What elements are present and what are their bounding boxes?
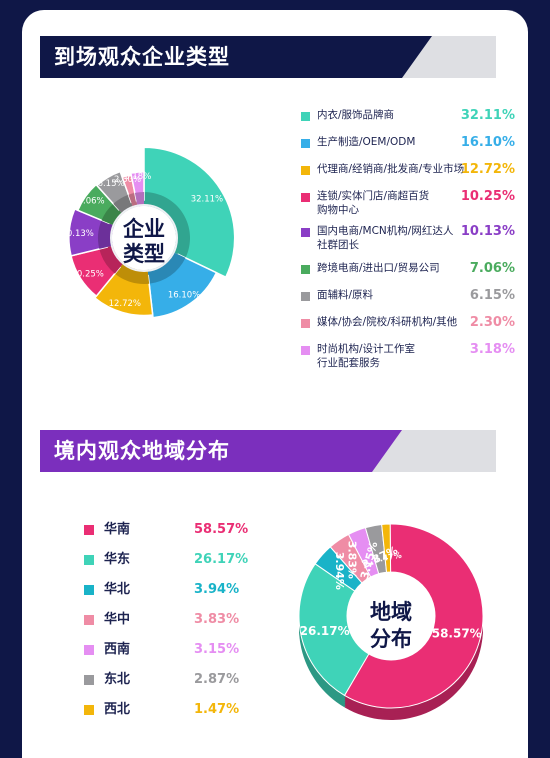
legend-item: 华北 3.94% <box>84 580 254 600</box>
legend-label: 内衣/服饰品牌商 <box>317 109 395 121</box>
legend-label: 华南 <box>104 522 131 537</box>
rose-slice-label: 7.06% <box>78 196 105 206</box>
rose-slice-label: 6.15% <box>98 179 125 189</box>
legend-swatch <box>301 346 310 355</box>
legend-item: 西南 3.15% <box>84 640 254 660</box>
legend-label: 华东 <box>104 552 131 567</box>
legend-value: 3.18% <box>469 342 515 357</box>
legend-swatch <box>84 675 94 685</box>
legend-value: 2.30% <box>469 315 515 330</box>
legend-item: 华南 58.57% <box>84 520 254 540</box>
legend-value: 26.17% <box>194 552 249 567</box>
legend-value: 1.47% <box>194 702 240 717</box>
legend-value: 58.57% <box>194 522 249 537</box>
donut-slice-label: 26.17% <box>300 624 350 638</box>
legend-value: 32.11% <box>460 108 515 123</box>
legend-label: 东北 <box>104 672 131 687</box>
legend-label: 华北 <box>104 582 131 597</box>
banner-band <box>40 430 402 472</box>
rose-slice-inner-band <box>99 245 124 274</box>
legend-value: 3.94% <box>194 582 240 597</box>
legend-label: 国内电商/MCN机构/网红达人 社群团长 <box>317 225 454 251</box>
rose-slice-inner-band <box>147 251 186 284</box>
legend-label: 时尚机构/设计工作室 行业配套服务 <box>317 343 416 369</box>
legend-label: 代理商/经销商/批发商/专业市场 <box>317 163 465 175</box>
rose-center-ring <box>110 204 178 272</box>
legend-value: 3.15% <box>194 642 240 657</box>
enterprise-type-rose-chart: 企业 类型 32.11% 16.10% 12.72% 10.25% 10.13% 7.06… <box>61 146 236 319</box>
rose-slice-label: 32.11% <box>191 194 223 204</box>
legend-item: 华中 3.83% <box>84 610 254 630</box>
legend-swatch <box>301 319 310 328</box>
donut-center-hole <box>347 572 435 660</box>
legend-value: 10.13% <box>460 224 515 239</box>
legend-item: 华东 26.17% <box>84 550 254 570</box>
legend-swatch <box>84 705 94 715</box>
rose-slice-inner-band <box>144 192 191 258</box>
rose-slice-inner-band <box>114 262 150 284</box>
rose-slice-label: 3.18% <box>124 172 151 182</box>
chart1-center-text-line1: 企业 <box>122 217 165 241</box>
legend-swatch <box>84 555 94 565</box>
legend-label: 跨境电商/进出口/贸易公司 <box>317 262 440 274</box>
legend-label: 华中 <box>104 612 131 627</box>
legend-item: 东北 2.87% <box>84 670 254 690</box>
section2-banner: 境内观众地域分布 <box>40 430 496 472</box>
legend-swatch <box>301 265 310 274</box>
section2-title: 境内观众地域分布 <box>54 439 230 463</box>
legend-swatch <box>301 139 310 148</box>
rose-slice-label: 12.72% <box>109 299 141 309</box>
legend-label: 面辅料/原料 <box>317 289 374 301</box>
legend-label: 生产制造/OEM/ODM <box>317 136 416 148</box>
legend-swatch <box>84 525 94 535</box>
chart2-center-text-line2: 分布 <box>370 627 412 651</box>
donut-slice-label: 3.94% <box>333 552 346 590</box>
chart1-center-text-line2: 类型 <box>123 242 165 266</box>
legend-swatch <box>301 228 310 237</box>
rose-slice-inner-band <box>134 192 144 207</box>
legend-value: 12.72% <box>460 162 515 177</box>
legend-label: 西南 <box>104 642 131 657</box>
legend-label: 西北 <box>104 702 131 717</box>
rose-slice-label: 10.25% <box>71 269 103 279</box>
legend-swatch <box>84 645 94 655</box>
legend-swatch <box>301 292 310 301</box>
rose-slice-label: 16.10% <box>168 290 200 300</box>
region-donut-chart: 地域 分布 58.57%26.17%3.94% 3.83% 3.15%2.87%1.… <box>298 523 484 720</box>
legend-label: 媒体/协会/院校/科研机构/其他 <box>317 316 458 328</box>
legend-swatch <box>301 193 310 202</box>
legend-value: 16.10% <box>460 135 515 150</box>
section1-title: 到场观众企业类型 <box>54 45 230 69</box>
legend-value: 6.15% <box>469 288 515 303</box>
rose-center-hole <box>112 206 176 270</box>
legend-item: 西北 1.47% <box>84 700 254 720</box>
legend-swatch <box>84 615 94 625</box>
rose-slice-label: 10.13% <box>61 229 93 239</box>
infographic-card: 到场观众企业类型 企业 类型 32.11% 16.10% 12.72% 10.25% 1… <box>22 10 528 758</box>
section1-banner: 到场观众企业类型 <box>40 36 496 78</box>
legend-swatch <box>84 585 94 595</box>
legend-swatch <box>301 166 310 175</box>
legend-value: 2.87% <box>194 672 240 687</box>
banner-band <box>40 36 432 78</box>
legend-swatch <box>301 112 310 121</box>
donut-slice-label: 58.57% <box>432 626 482 640</box>
rose-slice-label: 2.30% <box>114 175 141 185</box>
legend-value: 7.06% <box>469 261 515 276</box>
legend-value: 3.83% <box>194 612 240 627</box>
chart2-center-text-line1: 地域 <box>370 600 412 624</box>
legend-value: 10.25% <box>460 189 515 204</box>
legend-label: 连锁/实体门店/商超百货 购物中心 <box>317 190 430 216</box>
donut-slice-label: 3.83% <box>346 541 359 579</box>
